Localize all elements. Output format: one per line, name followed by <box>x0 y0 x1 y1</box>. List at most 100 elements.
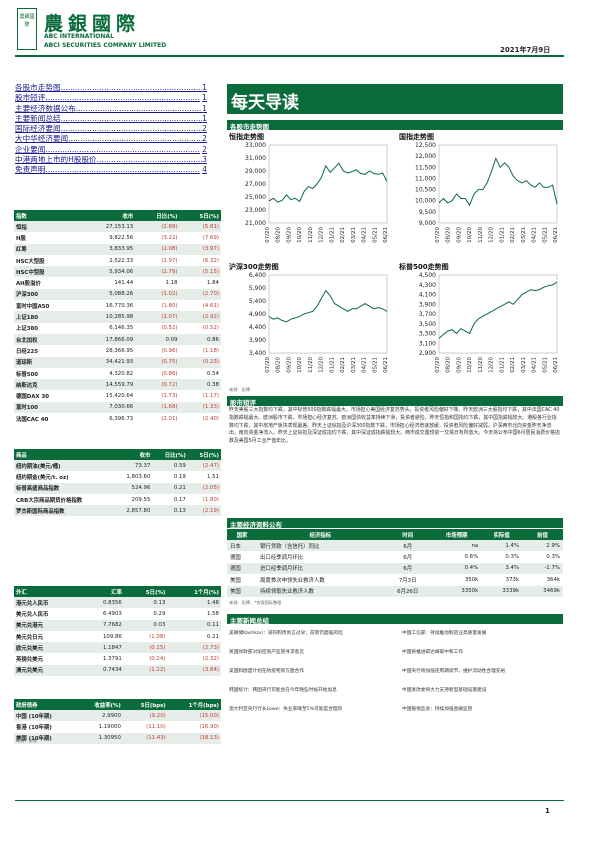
x-tick-label: 04/21 <box>362 357 368 373</box>
table-row: 纳斯达克 14,559.79 (0.72) 0.38 <box>14 379 221 391</box>
brand-name-cn: 農銀國際 <box>44 13 141 35</box>
news-item: 中国银保监会：持续加强金融监管 <box>402 707 473 712</box>
x-tick-label: 07/20 <box>265 227 271 243</box>
toc-item[interactable]: 大中华经济要闻.................................… <box>15 134 207 144</box>
table-cell: (2.70) <box>179 288 221 301</box>
toc-item[interactable]: 主要新闻总结..................................… <box>15 114 207 124</box>
column-header: 日比(%) <box>135 210 180 221</box>
table-cell: 3,833.95 <box>79 243 136 255</box>
table-cell: 沪深300 <box>14 288 80 301</box>
table-of-contents: 各股市走势图..................................… <box>15 83 207 176</box>
section-eco: 主要经济资料公布 <box>227 518 563 529</box>
y-tick-label: 3,500 <box>419 321 436 328</box>
y-tick-label: 11,500 <box>415 164 436 171</box>
eco-source: 来源：彭博、*农银国际整理 <box>229 600 282 605</box>
toc-page: 4 <box>202 165 207 175</box>
table-cell: (2.32) <box>202 656 219 663</box>
table-cell: (2.19) <box>187 505 221 517</box>
table-row: 富时100 7,030.66 (1.68) (1.33) <box>14 401 221 414</box>
toc-item[interactable]: 股市短评....................................… <box>15 93 207 103</box>
toc-item[interactable]: 国际经济要闻..................................… <box>15 124 207 134</box>
table-cell: (0.52) <box>161 325 178 332</box>
toc-item[interactable]: 免责声明....................................… <box>15 165 207 175</box>
table-cell: (2.97) <box>161 257 178 264</box>
toc-label: 股市短评 <box>15 93 46 103</box>
table-cell: (2.40) <box>202 415 219 422</box>
toc-item[interactable]: 主要经济数据公布................................… <box>15 104 207 114</box>
toc-item[interactable]: 中港两地上市的H股股价.............................… <box>15 155 207 165</box>
table-cell: 2,857.80 <box>112 505 153 517</box>
x-tick-label: 09/20 <box>286 227 292 243</box>
table-cell: 3.4% <box>481 562 523 575</box>
y-tick-label: 10,500 <box>415 187 436 194</box>
table-cell: 1.58 <box>206 610 219 617</box>
x-tick-label: 06/21 <box>383 227 389 243</box>
table-cell: 标普500 <box>16 371 39 378</box>
toc-leader: ........................................… <box>75 103 202 113</box>
y-tick-label: 3,300 <box>419 331 436 338</box>
table-cell: 0.6% <box>464 554 479 561</box>
column-header: 时间 <box>383 529 432 540</box>
column-header: 经济指标 <box>257 529 384 540</box>
table-cell: 法国CAC 40 <box>16 416 49 423</box>
table-cell: 0.13 <box>123 597 168 609</box>
x-tick-label: 04/21 <box>362 227 368 243</box>
toc-leader: ........................................… <box>60 83 203 92</box>
table-cell: 364k <box>546 576 560 583</box>
table-cell: 0.7434 <box>81 664 124 677</box>
table-cell: 1.48 <box>167 597 221 609</box>
table-cell: (1.80) <box>161 302 178 309</box>
column-header: 收市 <box>112 449 153 460</box>
table-row: 富时中国A50 16,770.36 (1.80) (4.61) <box>14 300 221 311</box>
table-row: 法国CAC 40 6,396.73 (2.01) (2.40) <box>14 413 221 424</box>
table-cell: 16,770.36 <box>105 302 134 309</box>
toc-label: 免责声明 <box>15 165 46 175</box>
table-cell: 台北加权 <box>14 333 80 346</box>
brand-name-en-full: ABCI SECURITIES COMPANY LIMITED <box>44 42 167 49</box>
table-cell: 373k <box>505 576 520 583</box>
x-tick-label: 12/20 <box>319 357 325 373</box>
table-cell: 0.03 <box>123 619 168 631</box>
table-cell: 富时中国A50 <box>16 303 50 310</box>
table-cell: 3339k <box>481 585 523 597</box>
column-header: 政府债券 <box>14 699 76 710</box>
x-tick-label: 02/21 <box>340 357 346 373</box>
table-row: 香港 (10年期) 1.19000 (11.10) (16.90) <box>14 721 221 732</box>
x-tick-label: 10/20 <box>467 357 473 373</box>
toc-item[interactable]: 企业要闻....................................… <box>15 145 207 155</box>
toc-label: 主要新闻总结 <box>15 113 61 123</box>
table-cell: 209.55 <box>131 496 151 503</box>
table-cell: (1.22) <box>123 664 168 677</box>
section-charts: 各股市走势图 <box>227 120 563 131</box>
x-tick-label: 12/20 <box>319 227 325 243</box>
toc-item[interactable]: 各股市走势图..................................… <box>15 83 207 93</box>
y-tick-label: 29,000 <box>245 168 266 175</box>
table-cell: (18.13) <box>167 732 221 744</box>
y-tick-label: 2,900 <box>419 350 436 357</box>
table-cell: 德国DAX 30 <box>16 394 49 401</box>
table-cell: (1.18) <box>202 347 219 354</box>
report-date: 2021年7月9日 <box>500 46 551 54</box>
table-row: AH股溢价 141.44 1.18 1.84 <box>14 277 221 288</box>
index-table: 指数 收市 日比(%) 5日(%) 恒指 27,153.13 (2.89) (5.81) H股 9… <box>14 210 221 424</box>
section-news: 主要新闻总结 <box>227 614 563 625</box>
table-row: 沪深300 5,088.26 (1.02) (2.70) <box>14 288 221 301</box>
column-header: 前值 <box>522 529 563 540</box>
table-cell: (2.79) <box>135 266 180 278</box>
table-cell: 6月 <box>383 540 432 552</box>
x-tick-label: 11/20 <box>478 227 484 243</box>
table-cell: 17,866.09 <box>79 333 136 346</box>
plot-frame <box>268 274 388 354</box>
table-cell: 524.96 <box>112 482 153 494</box>
toc-page: 1 <box>202 113 207 123</box>
table-cell: (2.89) <box>135 221 180 233</box>
table-cell: 1.19000 <box>98 723 121 730</box>
table-cell: 纽约期金(美元/t. oz) <box>16 474 69 481</box>
table-cell: (1.08) <box>149 633 166 640</box>
header-divider <box>15 55 564 57</box>
column-header: 5日(bps) <box>122 699 168 710</box>
y-tick-label: 12,500 <box>415 142 436 149</box>
table-cell: 0.8356 <box>81 597 124 609</box>
news-item: 中国工信部：持续推动制造业高质量发展 <box>402 631 487 636</box>
